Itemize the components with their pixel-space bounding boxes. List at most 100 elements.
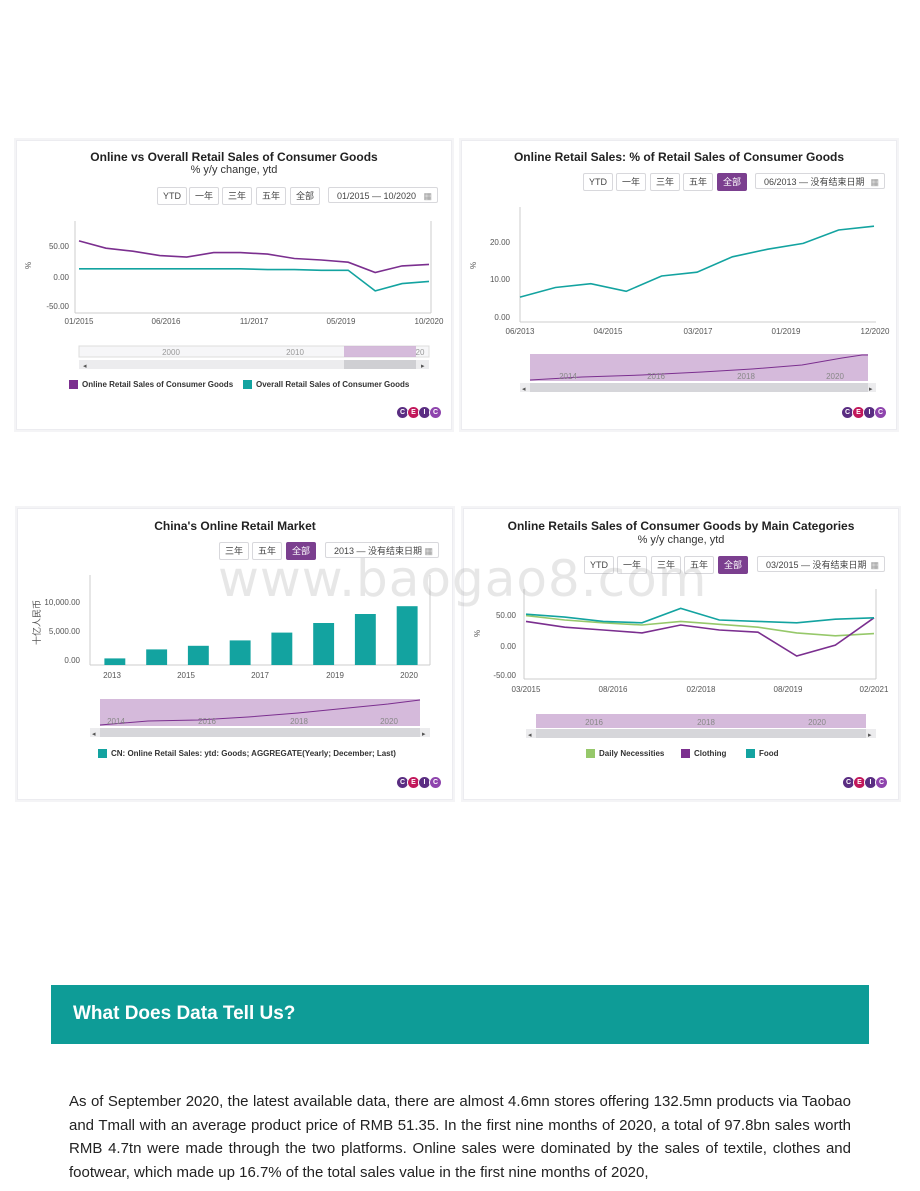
body-paragraph: As of September 2020, the latest availab… [69,1093,851,1181]
x-tick-label: 05/2019 [327,317,356,326]
y-unit-label: 十亿人民币 [31,600,42,645]
legend-item-food[interactable]: Food [746,749,779,758]
scrollbar-thumb[interactable] [100,728,420,737]
navigator-tick: 2000 [162,348,180,357]
legend-item-overall[interactable]: Overall Retail Sales of Consumer Goods [243,380,409,389]
date-range-field[interactable]: 01/2015 — 10/2020 ▦ [328,187,438,203]
x-tick-label: 03/2017 [684,327,713,336]
scroll-left-icon[interactable]: ◂ [522,386,526,393]
range-button-3y[interactable]: 三年 [651,556,681,574]
legend-item-daily-necessities[interactable]: Daily Necessities [586,749,664,758]
range-button-1y[interactable]: 一年 [189,187,219,205]
chart-title: China's Online Retail Market [154,519,316,533]
chart-svg: % 20.00 10.00 0.00 06/2013 04/2015 03/20… [469,207,890,393]
range-button-ytd[interactable]: YTD [584,556,614,574]
range-button-5y[interactable]: 五年 [683,173,713,191]
bar-2018[interactable] [313,623,335,665]
series-line-online-retail-sales-of-retail-sales [519,225,875,298]
y-unit-label: % [24,262,33,269]
chart-subtitle: % y/y change, ytd [637,534,725,546]
series-line-online-retail-sales-of-consumer-goods [78,240,430,274]
navigator-tick: 2018 [737,372,755,381]
navigator-tick: 2014 [559,372,577,381]
series-line-overall-retail-sales-of-consumer-goods [79,268,430,292]
bar-2014[interactable] [146,649,168,665]
bar-2019[interactable] [354,614,376,665]
date-range-field[interactable]: 06/2013 — 没有结束日期 ▦ [755,173,885,189]
series-line-clothing [525,617,875,657]
series-line-food [525,607,875,624]
scrollbar[interactable] [79,360,429,369]
calendar-icon[interactable]: ▦ [423,191,432,201]
range-button-1y[interactable]: 一年 [616,173,646,191]
navigator-track[interactable] [78,345,430,358]
range-button-all[interactable]: 全部 [286,542,316,560]
navigator-tick: 2010 [286,348,304,357]
bar-2017[interactable] [271,632,293,665]
range-button-ytd[interactable]: YTD [583,173,613,191]
chart-svg: % 50.00 0.00 -50.00 01/2015 06/2016 11/2… [24,221,444,370]
x-tick-label: 2013 [103,671,121,680]
navigator-tick: 2020 [826,372,844,381]
range-button-5y[interactable]: 五年 [252,542,282,560]
scroll-left-icon[interactable]: ◂ [83,363,87,370]
range-button-ytd[interactable]: YTD [157,187,187,205]
scrollbar-thumb[interactable] [536,729,866,738]
legend-item-online-market[interactable]: CN: Online Retail Sales: ytd: Goods; AGG… [98,749,396,758]
date-range-field[interactable]: 2013 — 没有结束日期 ▦ [325,542,439,558]
x-tick-label: 04/2015 [594,327,623,336]
navigator-tick: 2014 [107,717,125,726]
x-tick-label: 11/2017 [240,317,269,326]
legend-swatch [586,749,595,758]
range-button-5y[interactable]: 五年 [256,187,286,205]
y-tick-label: 10,000.00 [44,598,80,607]
navigator-selection[interactable] [100,699,420,726]
chart-svg: 十亿人民币 10,000.00 5,000.00 0.00 2013 2015 … [31,575,431,738]
y-tick-label: 0.00 [64,656,80,665]
x-tick-label: 2020 [400,671,418,680]
navigator-selection[interactable] [344,346,416,357]
scroll-left-icon[interactable]: ◂ [92,731,96,738]
range-button-5y[interactable]: 五年 [684,556,714,574]
section-banner: What Does Data Tell Us? [51,985,869,1044]
bar-2016[interactable] [229,640,251,665]
scroll-right-icon[interactable]: ▸ [868,732,872,739]
scrollbar-thumb[interactable] [530,383,868,392]
legend-item-clothing[interactable]: Clothing [681,749,726,758]
range-button-3y[interactable]: 三年 [219,542,249,560]
bar-2020[interactable] [396,606,418,665]
chart-title: Online vs Overall Retail Sales of Consum… [90,150,378,164]
calendar-icon[interactable]: ▦ [870,177,879,187]
legend-label: CN: Online Retail Sales: ytd: Goods; AGG… [111,749,396,758]
legend-label: Food [759,749,779,758]
y-tick-label: 50.00 [496,611,517,620]
date-range-field[interactable]: 03/2015 — 没有结束日期 ▦ [757,556,885,572]
range-button-3y[interactable]: 三年 [650,173,680,191]
range-button-1y[interactable]: 一年 [617,556,647,574]
calendar-icon[interactable]: ▦ [424,546,433,556]
range-button-3y[interactable]: 三年 [222,187,252,205]
bar-2013[interactable] [104,658,126,665]
scroll-right-icon[interactable]: ▸ [422,731,426,738]
legend-label: Online Retail Sales of Consumer Goods [82,380,234,389]
scrollbar-thumb[interactable] [344,360,416,369]
y-tick-label: -50.00 [493,671,516,680]
legend-swatch [69,380,78,389]
y-tick-label: -50.00 [46,302,69,311]
chart-panel-online-share: Online Retail Sales: % of Retail Sales o… [461,140,897,430]
scroll-left-icon[interactable]: ◂ [528,732,532,739]
navigator-tick: 2016 [585,718,603,727]
bar-2015[interactable] [187,645,209,665]
range-button-all[interactable]: 全部 [718,556,748,574]
legend-swatch [98,749,107,758]
scroll-right-icon[interactable]: ▸ [421,363,425,370]
scroll-right-icon[interactable]: ▸ [869,386,873,393]
x-tick-label: 12/2020 [861,327,890,336]
navigator-tick: 2016 [647,372,665,381]
range-button-all[interactable]: 全部 [717,173,747,191]
calendar-icon[interactable]: ▦ [870,560,879,570]
legend-item-online[interactable]: Online Retail Sales of Consumer Goods [69,380,233,389]
range-button-all[interactable]: 全部 [290,187,320,205]
navigator-selection[interactable] [536,714,866,728]
